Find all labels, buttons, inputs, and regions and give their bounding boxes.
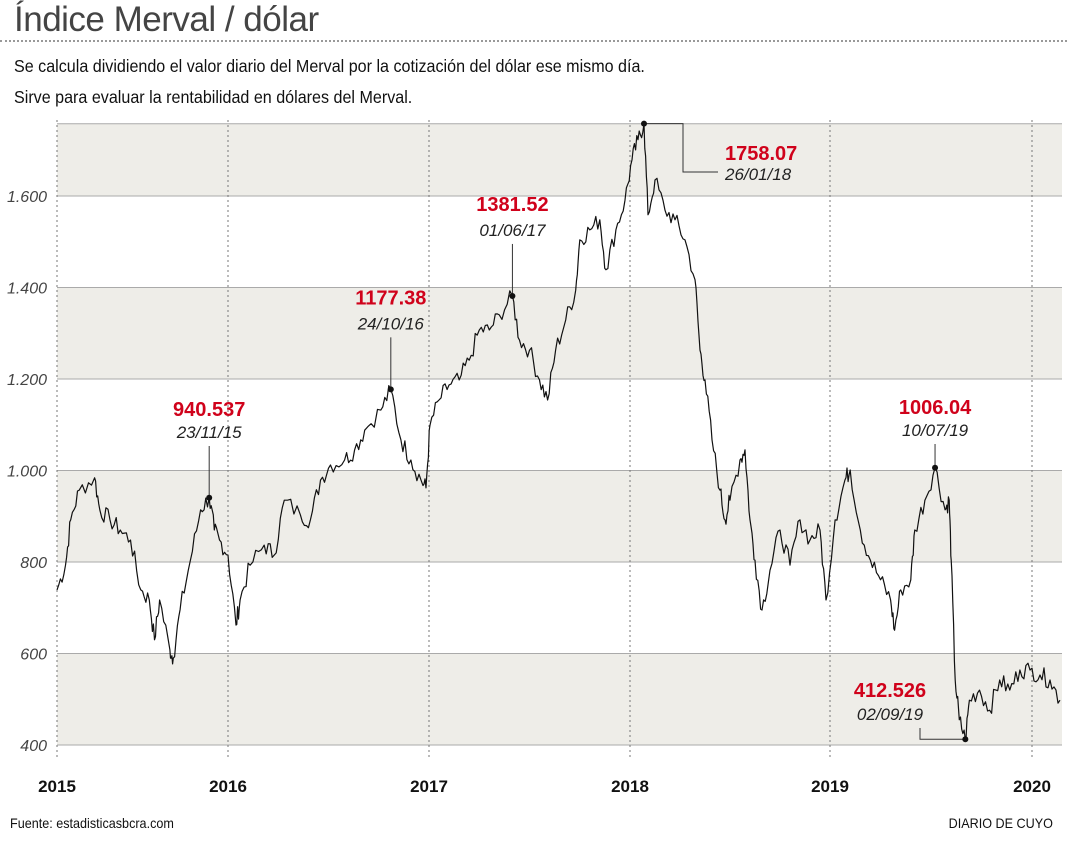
annotation-point [206, 494, 213, 501]
subtitle-line-2: Sirve para evaluar la rentabilidad en dó… [14, 87, 413, 107]
annotation-value: 412.526 [854, 680, 926, 702]
x-tick-label: 2020 [1013, 777, 1051, 796]
x-tick-label: 2017 [410, 777, 448, 796]
x-tick-label: 2016 [209, 777, 247, 796]
source-note: Fuente: estadisticasbcra.com [10, 815, 174, 831]
brand-label: DIARIO DE CUYO [948, 815, 1053, 831]
annotation-point [387, 386, 394, 393]
annotation-point [962, 736, 969, 743]
title-divider [0, 40, 1067, 42]
annotation-leader [644, 123, 718, 173]
band [57, 123, 1062, 196]
y-tick-label: 1.600 [7, 189, 47, 206]
annotation-value: 1177.38 [355, 287, 426, 309]
y-tick-label: 1.200 [7, 372, 47, 389]
annotation-value: 1381.52 [476, 194, 548, 216]
x-tick-label: 2015 [38, 777, 76, 796]
y-tick-label: 1.400 [7, 281, 47, 298]
annotation-point [932, 464, 939, 471]
annotation-date: 24/10/16 [357, 314, 425, 333]
subtitle-line-1: Se calcula dividiendo el valor diario de… [14, 56, 645, 76]
annotation-leader [919, 728, 966, 740]
annotation-value: 940.537 [173, 399, 245, 421]
band [57, 653, 1062, 745]
x-tick-label: 2019 [811, 777, 849, 796]
chart-title: Índice Merval / dólar [14, 0, 319, 39]
annotation-date: 26/01/18 [724, 165, 792, 184]
annotation-date: 01/06/17 [479, 221, 546, 240]
y-tick-label: 800 [20, 555, 47, 572]
band [57, 287, 1062, 379]
annotation-date: 23/11/15 [176, 423, 242, 442]
y-tick-label: 1.000 [7, 464, 47, 481]
annotation-point [509, 292, 516, 299]
annotation-date: 10/07/19 [902, 421, 969, 440]
band [57, 470, 1062, 562]
annotation-point [641, 120, 647, 127]
annotation-value: 1006.04 [899, 397, 972, 419]
annotation-date: 02/09/19 [857, 705, 924, 724]
y-tick-label: 400 [20, 738, 47, 755]
y-tick-label: 600 [20, 647, 47, 664]
annotation-value: 1758.07 [725, 143, 797, 165]
series-line [56, 123, 1061, 740]
x-tick-label: 2018 [611, 777, 649, 796]
